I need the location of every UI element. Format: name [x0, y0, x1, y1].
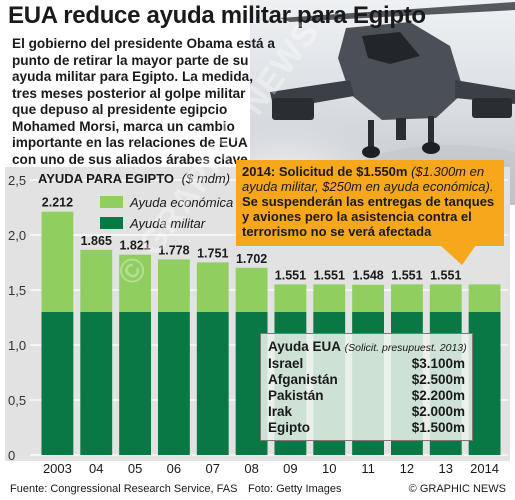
chart-value-labels: 2.212 1.865 1.821 1.778 1.751 1.702 1.551 1.551… [42, 196, 462, 283]
bar-economic [313, 284, 346, 312]
intro-line: con uno de sus aliados árabes clave [12, 151, 248, 167]
aid-table-note: (Solicit. presupuest. 2013) [344, 342, 467, 354]
intro-text: El gobierno del presidente Obama está a … [12, 36, 275, 168]
aid-amount: $1.500m [411, 420, 465, 435]
y-axis: 2,5 2,0 1,5 1,0 0,5 0 [8, 173, 26, 463]
aid-country: Afganistán [268, 372, 338, 387]
aid-country: Israel [268, 356, 304, 371]
intro-line: Mohamed Morsi, marca un cambio [12, 118, 235, 134]
aid-table-heading: Ayuda EUA [268, 339, 342, 354]
bar-economic [80, 249, 113, 312]
aid-country: Irak [268, 404, 293, 419]
aid-country: Egipto [268, 420, 310, 435]
headline: EUA reduce ayuda militar para Egipto [8, 2, 426, 29]
bar-military [41, 312, 74, 455]
callout-statement: Se suspenderán las entregas de tanques y… [242, 194, 495, 239]
aid-amount: $2.200m [411, 388, 465, 403]
bar-economic [274, 284, 307, 312]
aid-amount: $2.500m [411, 372, 465, 387]
bar-total-label: 1.551 [314, 268, 345, 282]
aid-row-israel: Israel $3.100m [268, 356, 465, 372]
y-tick-label: 1,0 [8, 338, 26, 353]
x-axis: 2003 04 05 06 07 08 09 10 11 12 13 2014 [43, 461, 499, 476]
intro-line: ayuda militar para Egipto. La medida, [12, 69, 253, 84]
bar-military [80, 312, 113, 455]
bar-total-label: 1.821 [119, 239, 150, 253]
intro-line: tres meses posterior al golpe militar [12, 85, 246, 101]
bar-military [157, 312, 190, 455]
bar-total-label: 1.551 [430, 268, 461, 282]
legend-label-economic: Ayuda económica [129, 195, 233, 210]
legend-swatch-economic [100, 196, 123, 208]
y-tick-label: 2,5 [8, 173, 26, 188]
aid-comparison-table: Ayuda EUA (Solicit. presupuest. 2013) Is… [260, 333, 473, 441]
x-tick-label: 13 [439, 461, 453, 476]
y-tick-label: 1,5 [8, 283, 26, 298]
y-tick-label: 2,0 [8, 228, 26, 243]
y-tick-label: 0 [8, 448, 15, 463]
x-tick-label: 08 [244, 461, 258, 476]
bar-total-label: 1.551 [391, 268, 422, 282]
bar-economic [468, 284, 501, 312]
bar-military [196, 312, 229, 455]
bar-military [119, 312, 152, 455]
chart-legend: Ayuda económica Ayuda militar [100, 195, 233, 231]
x-tick-label: 05 [128, 461, 142, 476]
bar-economic [429, 284, 462, 312]
brand-credit: © GRAPHIC NEWS [408, 483, 506, 495]
bar-total-label: 1.548 [352, 269, 383, 283]
bar-economic [352, 284, 385, 312]
bar-total-label: 1.702 [236, 252, 267, 266]
bar-total-label: 1.865 [81, 234, 112, 248]
bar-military [468, 312, 501, 455]
callout-2014: 2014: Solicitud de $1.550m ($1.300m en a… [236, 160, 504, 246]
callout-year-label: 2014: Solicitud de $1.550m [242, 164, 408, 179]
x-tick-label: 10 [322, 461, 336, 476]
legend-label-military: Ayuda militar [129, 216, 206, 231]
bar-economic [235, 267, 268, 312]
x-tick-label: 12 [400, 461, 414, 476]
intro-line: punto de retirar la mayor parte de su [12, 52, 249, 68]
aid-row-afghanistan: Afganistán $2.500m [268, 372, 465, 388]
bar-total-label: 1.778 [158, 243, 189, 257]
bar-total-label: 1.551 [275, 268, 306, 282]
intro-line: que depuso al presidente egipcio [12, 102, 228, 117]
callout-detail: ($1.300m en ayuda militar, $250m en ayud… [242, 164, 494, 194]
chart-title: AYUDA PARA EGIPTO ($ mdm) [38, 171, 230, 186]
bar-economic [157, 259, 190, 312]
bar-economic [390, 284, 423, 312]
x-tick-label: 07 [206, 461, 220, 476]
intro-line: importante en las relaciones de EUA [12, 135, 248, 150]
bar-total-label: 1.751 [197, 246, 228, 260]
photo-credit: Foto: Getty Images [248, 483, 342, 495]
bar-economic [196, 262, 229, 312]
x-tick-label: 06 [167, 461, 181, 476]
chart-unit: ($ mdm) [182, 171, 230, 186]
intro-line: El gobierno del presidente Obama está a [12, 36, 275, 51]
aid-row-iraq: Irak $2.000m [268, 404, 465, 420]
aid-row-egypt: Egipto $1.500m [268, 420, 465, 436]
aid-country: Pakistán [268, 388, 324, 403]
aid-row-pakistan: Pakistán $2.200m [268, 388, 465, 404]
x-tick-label: 2014 [470, 461, 499, 476]
aid-amount: $3.100m [411, 356, 465, 371]
source-credit: Fuente: Congressional Research Service, … [10, 483, 238, 495]
chart-title-text: AYUDA PARA EGIPTO [38, 171, 174, 186]
callout-pointer [440, 245, 476, 265]
aid-amount: $2.000m [411, 404, 465, 419]
bar-economic [119, 254, 152, 312]
x-tick-label: 11 [361, 461, 375, 476]
x-tick-label: 04 [89, 461, 103, 476]
bar-total-label: 2.212 [42, 196, 73, 210]
bar-economic [41, 211, 74, 312]
y-tick-label: 0,5 [8, 393, 26, 408]
aid-table-title: Ayuda EUA (Solicit. presupuest. 2013) [268, 339, 467, 354]
x-tick-label: 09 [283, 461, 297, 476]
x-tick-label: 2003 [43, 461, 72, 476]
legend-swatch-military [100, 217, 123, 229]
